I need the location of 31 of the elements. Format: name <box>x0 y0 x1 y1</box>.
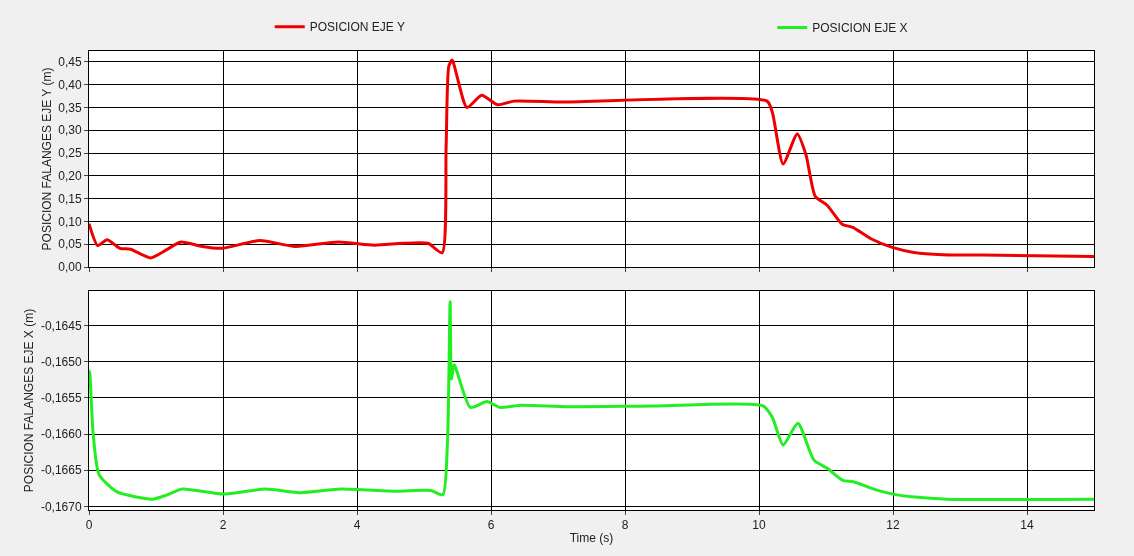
y-tick-label: 0,05 <box>58 237 82 252</box>
y-tick-label: 0,30 <box>58 123 82 138</box>
x-tick-label: 6 <box>487 518 495 533</box>
y-tick-label: 0,15 <box>58 191 82 206</box>
x-tick-label: 0 <box>85 518 93 533</box>
y-axis-title: POSICION FALANGES EJE Y (m) <box>39 67 54 251</box>
y-axis-title: POSICION FALANGES EJE X (m) <box>22 308 37 493</box>
y-tick-label: 0,45 <box>58 55 82 70</box>
x-tick-label: 4 <box>353 518 361 533</box>
x-tick-label: 2 <box>219 518 227 533</box>
x-tick-label: 14 <box>1020 518 1034 533</box>
legend-label: POSICION EJE X <box>812 21 908 36</box>
y-tick-label: 0,40 <box>58 77 82 92</box>
y-tick-label: -0,1650 <box>40 355 82 370</box>
y-tick-label: 0,10 <box>58 214 82 229</box>
y-tick-label: 0,35 <box>58 100 82 115</box>
line-series <box>89 300 1094 501</box>
y-tick-label: -0,1660 <box>40 427 82 442</box>
x-tick-label: 8 <box>621 518 629 533</box>
x-axis-title: Time (s) <box>569 531 614 546</box>
x-tick-label: 12 <box>886 518 900 533</box>
line-series <box>89 58 1094 260</box>
legend-label: POSICION EJE Y <box>309 20 405 35</box>
y-tick-label: -0,1655 <box>40 391 82 406</box>
y-tick-label: -0,1670 <box>40 499 82 514</box>
y-tick-label: -0,1665 <box>40 463 82 478</box>
x-tick-label: 10 <box>752 518 766 533</box>
y-tick-label: 0,00 <box>58 260 82 275</box>
y-tick-label: 0,25 <box>58 146 82 161</box>
y-tick-label: -0,1645 <box>40 318 82 333</box>
y-tick-label: 0,20 <box>58 169 82 184</box>
